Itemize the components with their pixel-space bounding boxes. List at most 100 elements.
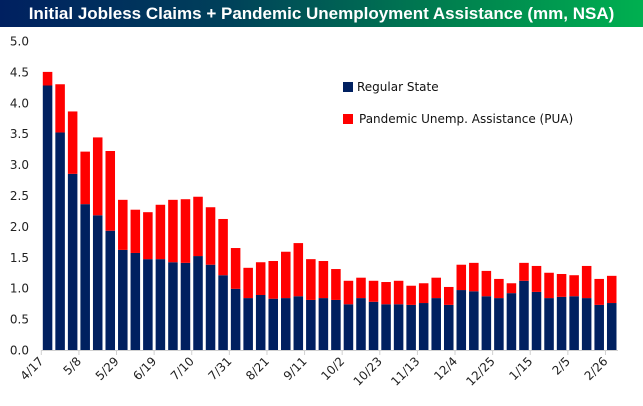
bar-regular-state — [594, 304, 604, 350]
y-tick-label: 0.5 — [10, 313, 29, 327]
x-tick-label: 11/13 — [388, 354, 422, 388]
bar-pua — [393, 280, 404, 305]
bar-pua — [456, 264, 467, 291]
x-tick-label: 2/5 — [549, 354, 573, 378]
y-tick-label: 1.5 — [10, 251, 29, 265]
x-tick-label: 5/8 — [60, 354, 84, 378]
bar-regular-state — [230, 288, 241, 350]
bar-regular-state — [255, 295, 266, 350]
bar-regular-state — [268, 298, 278, 350]
y-tick-label: 1.0 — [10, 282, 29, 296]
bar-pua — [381, 282, 391, 305]
bar-regular-state — [80, 204, 90, 350]
bar-pua — [494, 278, 504, 299]
bar-regular-state — [118, 249, 128, 350]
bar-pua — [55, 84, 65, 133]
bar-regular-state — [544, 298, 554, 350]
bar-regular-state — [218, 275, 228, 350]
bar-regular-state — [92, 215, 103, 350]
bar-regular-state — [243, 298, 253, 350]
bar-regular-state — [42, 85, 53, 350]
bar-regular-state — [418, 303, 429, 350]
bar-pua — [143, 212, 153, 260]
bar-pua — [556, 273, 567, 297]
x-tick-label: 12/4 — [431, 354, 460, 383]
bar-regular-state — [293, 296, 304, 350]
bar-pua — [293, 243, 304, 297]
legend-swatch-pua — [343, 114, 353, 124]
bar-regular-state — [443, 304, 454, 350]
bar-regular-state — [67, 173, 78, 350]
chart-area: 0.0 0.5 1.0 1.5 2.0 2.5 3.0 3.5 4.0 4.5 5.0 4/17 5/… — [10, 35, 618, 389]
bar-regular-state — [606, 303, 617, 350]
bar-pua — [92, 137, 103, 216]
bar-pua — [281, 251, 291, 299]
x-tick-label: 6/19 — [130, 354, 159, 383]
x-tick-label: 10/23 — [351, 354, 385, 388]
bar-pua — [606, 275, 617, 304]
bar-regular-state — [368, 301, 379, 350]
y-tick-label: 3.0 — [10, 158, 29, 172]
bar-pua — [431, 277, 441, 299]
bar-regular-state — [469, 291, 479, 350]
x-tick-label: 7/10 — [168, 354, 197, 383]
bar-regular-state — [331, 299, 341, 350]
bar-regular-state — [506, 293, 517, 350]
legend-label-regular-state: Regular State — [357, 80, 439, 94]
bar-regular-state — [556, 296, 567, 350]
y-tick-label: 2.5 — [10, 189, 29, 203]
y-tick-label: 2.0 — [10, 220, 29, 234]
y-tick-label: 5.0 — [10, 35, 29, 49]
bar-regular-state — [180, 262, 191, 350]
bar-pua — [230, 248, 241, 289]
bar-pua — [356, 277, 366, 299]
bar-regular-state — [205, 264, 216, 350]
bar-pua — [80, 151, 90, 205]
bar-regular-state — [55, 132, 65, 350]
bars — [42, 71, 617, 350]
bar-regular-state — [356, 298, 366, 350]
y-axis: 0.0 0.5 1.0 1.5 2.0 2.5 3.0 3.5 4.0 4.5 5.0 — [10, 35, 29, 358]
bar-regular-state — [406, 304, 416, 350]
y-tick-label: 0.0 — [10, 344, 29, 358]
bar-regular-state — [519, 280, 529, 350]
bar-pua — [67, 111, 78, 174]
x-tick-label: 1/15 — [506, 354, 535, 383]
bar-regular-state — [168, 262, 178, 350]
bar-pua — [193, 196, 203, 257]
bar-pua — [306, 259, 316, 300]
x-tick-label: 2/26 — [582, 354, 611, 383]
bar-regular-state — [143, 259, 153, 350]
x-tick-label: 12/25 — [463, 354, 497, 388]
bar-pua — [581, 265, 592, 299]
bar-pua — [218, 218, 228, 276]
bar-regular-state — [130, 252, 141, 350]
bar-pua — [481, 270, 492, 297]
bar-regular-state — [193, 256, 203, 350]
bar-pua — [469, 262, 479, 292]
bar-regular-state — [531, 291, 542, 350]
y-tick-label: 4.5 — [10, 65, 29, 79]
x-tick-label: 10/2 — [318, 354, 347, 383]
bar-pua — [331, 269, 341, 300]
bar-regular-state — [318, 298, 329, 350]
bar-regular-state — [343, 304, 354, 350]
bar-regular-state — [581, 298, 592, 350]
bar-pua — [130, 209, 141, 253]
y-tick-label: 3.5 — [10, 127, 29, 141]
bar-regular-state — [306, 299, 316, 350]
bar-pua — [105, 151, 116, 231]
bar-pua — [506, 283, 517, 294]
x-axis: 4/17 5/8 5/29 6/19 7/10 7/31 8/21 9/11 10/2 10/23… — [17, 350, 611, 389]
bar-pua — [569, 275, 579, 297]
bar-regular-state — [431, 298, 441, 350]
bar-pua — [155, 204, 166, 260]
chart-title: Initial Jobless Claims + Pandemic Unempl… — [0, 0, 643, 27]
bar-pua — [42, 71, 53, 86]
bar-pua — [368, 280, 379, 302]
bar-regular-state — [281, 298, 291, 350]
bar-pua — [531, 265, 542, 292]
bar-pua — [519, 262, 529, 281]
bar-pua — [418, 283, 429, 304]
bar-regular-state — [155, 259, 166, 350]
